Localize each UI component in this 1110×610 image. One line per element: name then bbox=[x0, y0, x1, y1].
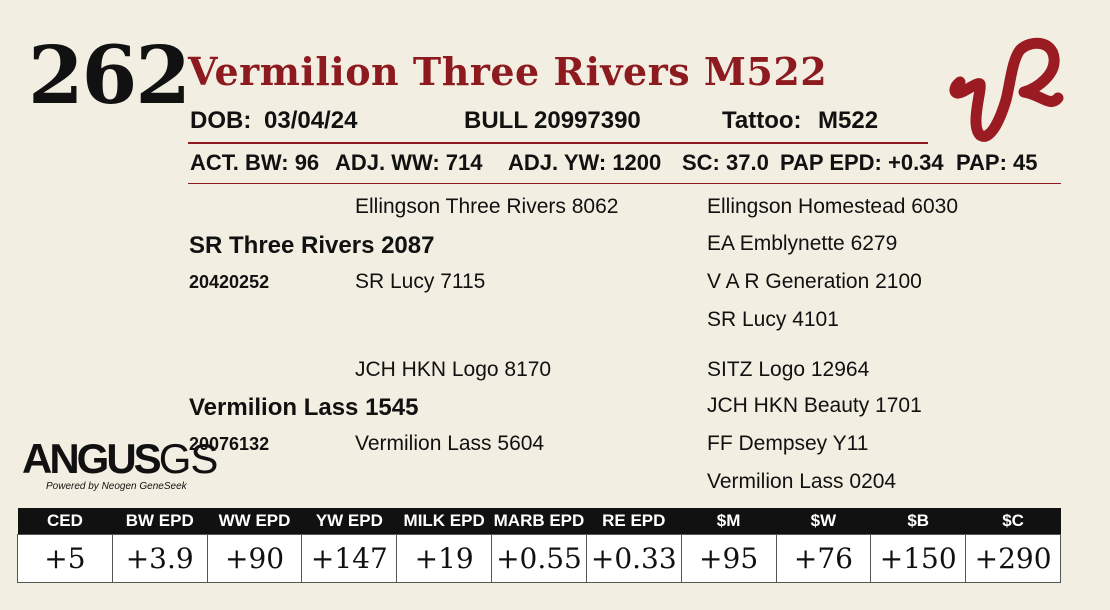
epd-table: CED BW EPD WW EPD YW EPD MILK EPD MARB E… bbox=[17, 508, 1061, 583]
epd-value-c: +290 bbox=[965, 534, 1061, 583]
epd-value-re: +0.33 bbox=[585, 534, 682, 583]
dam-sire-dam-name: JCH HKN Beauty 1701 bbox=[707, 394, 922, 417]
sire-sire-sire-name: Ellingson Homestead 6030 bbox=[707, 195, 958, 218]
epd-header-marb: MARB EPD bbox=[491, 508, 587, 535]
dob-value: 03/04/24 bbox=[264, 107, 358, 134]
epd-header-b: $B bbox=[870, 508, 966, 535]
sire-dam-sire-name: V A R Generation 2100 bbox=[707, 270, 922, 293]
epd-value-b: +150 bbox=[870, 534, 967, 583]
epd-header-c: $C bbox=[965, 508, 1061, 535]
dam-dam-name: Vermilion Lass 5604 bbox=[355, 432, 545, 455]
epd-header-re: RE EPD bbox=[586, 508, 682, 535]
pap-epd: PAP EPD: +0.34 bbox=[780, 150, 944, 175]
sire-sire-dam-name: EA Emblynette 6279 bbox=[707, 232, 898, 255]
adj-ww: ADJ. WW: 714 bbox=[335, 150, 483, 175]
epd-header-row: CED BW EPD WW EPD YW EPD MILK EPD MARB E… bbox=[17, 508, 1061, 535]
registration-number: 20997390 bbox=[534, 107, 641, 134]
epd-header-ced: CED bbox=[17, 508, 113, 535]
divider-line bbox=[188, 183, 1061, 184]
dam-registration: 20076132 bbox=[189, 434, 270, 454]
epd-value-milk: +19 bbox=[396, 534, 493, 583]
dam-dam-sire-name: FF Dempsey Y11 bbox=[707, 432, 869, 455]
angus-tagline: Powered by Neogen GeneSeek bbox=[46, 481, 187, 492]
dam-name: Vermilion Lass 1545 bbox=[189, 394, 419, 421]
dam-dam-dam-name: Vermilion Lass 0204 bbox=[707, 470, 897, 493]
pap: PAP: 45 bbox=[956, 150, 1038, 175]
dob-label: DOB: bbox=[190, 107, 252, 134]
angus-word: ANGUS bbox=[22, 435, 162, 482]
sire-registration: 20420252 bbox=[189, 272, 270, 292]
epd-value-yw: +147 bbox=[301, 534, 398, 583]
tattoo-value: M522 bbox=[818, 107, 879, 134]
epd-header-yw: YW EPD bbox=[301, 508, 397, 535]
divider-line bbox=[188, 142, 928, 144]
sex-label: BULL bbox=[464, 107, 528, 134]
sire-name: SR Three Rivers 2087 bbox=[189, 232, 435, 259]
epd-header-milk: MILK EPD bbox=[396, 508, 492, 535]
dam-sire-sire-name: SITZ Logo 12964 bbox=[707, 358, 870, 381]
lot-number: 262 bbox=[28, 28, 191, 122]
epd-header-bw: BW EPD bbox=[112, 508, 208, 535]
epd-value-ced: +5 bbox=[17, 534, 113, 583]
sire-dam-name: SR Lucy 7115 bbox=[355, 270, 486, 293]
scrotal-circumference: SC: 37.0 bbox=[682, 150, 769, 175]
identification-row: DOB: 03/04/24 BULL 20997390 Tattoo: M522 bbox=[190, 107, 930, 137]
sire-dam-dam-name: SR Lucy 4101 bbox=[707, 308, 839, 331]
epd-value-ww: +90 bbox=[206, 534, 303, 583]
act-bw: ACT. BW: 96 bbox=[190, 150, 320, 175]
tattoo-label: Tattoo: bbox=[722, 107, 802, 134]
vr-brand-logo bbox=[949, 37, 1064, 142]
angus-gs-logo: ANGUSGS Powered by Neogen GeneSeek bbox=[22, 436, 218, 498]
epd-value-m: +95 bbox=[680, 534, 777, 583]
gs-suffix: GS bbox=[158, 435, 219, 482]
epd-header-ww: WW EPD bbox=[207, 508, 302, 535]
epd-header-w: $W bbox=[776, 508, 871, 535]
animal-name: Vermilion Three Rivers M522 bbox=[188, 49, 828, 94]
epd-value-row: +5 +3.9 +90 +147 +19 +0.55 +0.33 +95 +76… bbox=[17, 534, 1061, 583]
performance-row: ACT. BW: 96 ADJ. WW: 714 ADJ. YW: 1200 S… bbox=[190, 150, 1060, 178]
epd-value-marb: +0.55 bbox=[491, 534, 587, 583]
epd-value-bw: +3.9 bbox=[111, 534, 208, 583]
epd-value-w: +76 bbox=[775, 534, 872, 583]
adj-yw: ADJ. YW: 1200 bbox=[508, 150, 662, 175]
epd-header-m: $M bbox=[681, 508, 776, 535]
dam-sire-name: JCH HKN Logo 8170 bbox=[355, 358, 552, 381]
sire-sire-name: Ellingson Three Rivers 8062 bbox=[355, 195, 619, 218]
angus-gs-wordmark: ANGUSGS bbox=[22, 435, 219, 482]
